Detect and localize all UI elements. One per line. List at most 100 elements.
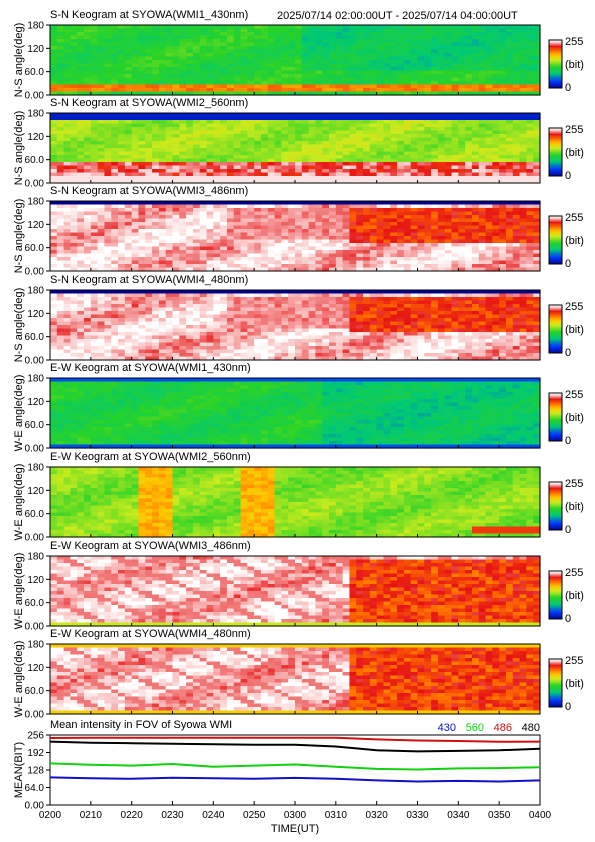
colorbar-unit: (bit) — [565, 235, 584, 247]
y-tick-label: 0.00 — [25, 622, 45, 633]
heatmap-cells — [50, 378, 541, 449]
y-tick-label: 60.0 — [25, 686, 45, 697]
heatmap-cells — [50, 25, 541, 96]
time-range-label: 2025/07/14 02:00:00UT - 2025/07/14 04:00… — [277, 10, 518, 22]
colorbar: 255 (bit) 0 — [548, 478, 584, 536]
panel-title: E-W Keogram at SYOWA(WMI4_480nm) — [50, 628, 251, 640]
colorbar-min: 0 — [565, 82, 571, 94]
colorbar-unit: (bit) — [565, 678, 584, 690]
colorbar-unit: (bit) — [565, 324, 584, 336]
heatmap-cells — [50, 113, 541, 184]
y-tick-label: 192 — [27, 748, 44, 759]
y-tick-label: 180 — [27, 463, 44, 474]
y-tick-label: 120 — [27, 132, 44, 143]
heatmap-cells — [50, 467, 541, 538]
x-tick-label: 0230 — [161, 810, 184, 821]
keogram-panel-7: E-W Keogram at SYOWA(WMI3_486nm) 0.00 60.0… — [13, 540, 584, 633]
heatmap-cells — [50, 644, 541, 715]
x-tick-label: 0250 — [243, 810, 266, 821]
colorbar-max: 255 — [565, 478, 583, 490]
y-tick-label: 0.00 — [25, 801, 45, 812]
heatmap-cells — [50, 556, 541, 627]
y-axis-label: N-S angle(deg) — [13, 111, 25, 186]
y-tick-label: 60.0 — [25, 509, 45, 520]
y-tick-label: 128 — [27, 766, 44, 777]
colorbar-unit: (bit) — [565, 590, 584, 602]
y-tick-label: 0.00 — [25, 179, 45, 190]
colorbar-max: 255 — [565, 124, 583, 136]
colorbar: 255 (bit) 0 — [548, 301, 584, 359]
legend-entry-486: 486 — [494, 722, 512, 734]
colorbar-min: 0 — [565, 170, 571, 182]
y-tick-label: 120 — [27, 220, 44, 231]
x-tick-label: 0400 — [529, 810, 552, 821]
y-tick-label: 120 — [27, 309, 44, 320]
y-tick-label: 256 — [27, 731, 44, 742]
y-axis-label: N-S angle(deg) — [13, 288, 25, 363]
heatmap-cells — [50, 201, 541, 272]
y-tick-label: 0.00 — [25, 710, 45, 721]
x-tick-label: 0210 — [80, 810, 103, 821]
y-tick-label: 60.0 — [25, 332, 45, 343]
colorbar-min: 0 — [565, 701, 571, 713]
x-tick-label: 0320 — [366, 810, 389, 821]
y-tick-label: 0.00 — [25, 444, 45, 455]
keogram-panel-8: E-W Keogram at SYOWA(WMI4_480nm) 0.00 60.0… — [13, 628, 584, 721]
y-tick-label: 120 — [27, 44, 44, 55]
y-tick-label: 0.00 — [25, 91, 45, 102]
colorbar-max: 255 — [565, 567, 583, 579]
x-tick-label: 0340 — [447, 810, 470, 821]
colorbar: 255 (bit) 0 — [548, 655, 584, 713]
x-tick-label: 0300 — [284, 810, 307, 821]
colorbar-unit: (bit) — [565, 59, 584, 71]
series-line-560 — [49, 762, 541, 771]
keogram-panels: 2025/07/14 02:00:00UT - 2025/07/14 04:00… — [13, 9, 584, 721]
colorbar: 255 (bit) 0 — [548, 567, 584, 625]
y-tick-label: 60.0 — [25, 598, 45, 609]
y-axis-label: W-E angle(deg) — [13, 375, 25, 452]
colorbar-max: 255 — [565, 655, 583, 667]
colorbar: 255 (bit) 0 — [548, 124, 584, 182]
x-axis-label: TIME(UT) — [271, 823, 319, 835]
y-tick-label: 180 — [27, 374, 44, 385]
y-tick-label: 60.0 — [25, 243, 45, 254]
keogram-panel-1: S-N Keogram at SYOWA(WMI1_430nm) 0.00 60.0… — [13, 9, 584, 102]
y-tick-label: 120 — [27, 663, 44, 674]
colorbar-min: 0 — [565, 347, 571, 359]
colorbar-min: 0 — [565, 524, 571, 536]
keogram-panel-5: E-W Keogram at SYOWA(WMI1_430nm) 0.00 60.0… — [13, 362, 584, 455]
y-tick-label: 0.00 — [25, 533, 45, 544]
y-tick-label: 180 — [27, 286, 44, 297]
heatmap-cells — [50, 290, 541, 361]
legend-entry-560: 560 — [466, 722, 484, 734]
colorbar: 255 (bit) 0 — [548, 36, 584, 94]
y-tick-label: 64.0 — [25, 783, 45, 794]
y-tick-label: 60.0 — [25, 155, 45, 166]
panel-title: E-W Keogram at SYOWA(WMI1_430nm) — [50, 362, 251, 374]
y-tick-label: 180 — [27, 197, 44, 208]
keogram-panel-6: E-W Keogram at SYOWA(WMI2_560nm) 0.00 60.0… — [13, 451, 584, 544]
series-line-486 — [49, 736, 541, 743]
colorbar: 255 (bit) 0 — [548, 389, 584, 447]
legend-entry-480: 480 — [522, 722, 540, 734]
y-tick-label: 180 — [27, 109, 44, 120]
y-axis-label: N-S angle(deg) — [13, 23, 25, 98]
y-tick-label: 180 — [27, 21, 44, 32]
panel-title: S-N Keogram at SYOWA(WMI1_430nm) — [50, 9, 248, 21]
y-tick-label: 60.0 — [25, 420, 45, 431]
colorbar-min: 0 — [565, 258, 571, 270]
x-tick-label: 0330 — [406, 810, 429, 821]
series-line-430 — [49, 776, 541, 783]
x-tick-label: 0200 — [39, 810, 62, 821]
panel-title: S-N Keogram at SYOWA(WMI4_480nm) — [50, 274, 248, 286]
colorbar-unit: (bit) — [565, 501, 584, 513]
legend-entry-430: 430 — [438, 722, 456, 734]
y-tick-label: 180 — [27, 552, 44, 563]
x-tick-label: 0350 — [488, 810, 511, 821]
plot-frame — [49, 734, 541, 806]
y-axis-label: W-E angle(deg) — [13, 641, 25, 718]
keogram-panel-4: S-N Keogram at SYOWA(WMI4_480nm) 0.00 60.0… — [13, 274, 584, 367]
colorbar-max: 255 — [565, 301, 583, 313]
colorbar: 255 (bit) 0 — [548, 212, 584, 270]
